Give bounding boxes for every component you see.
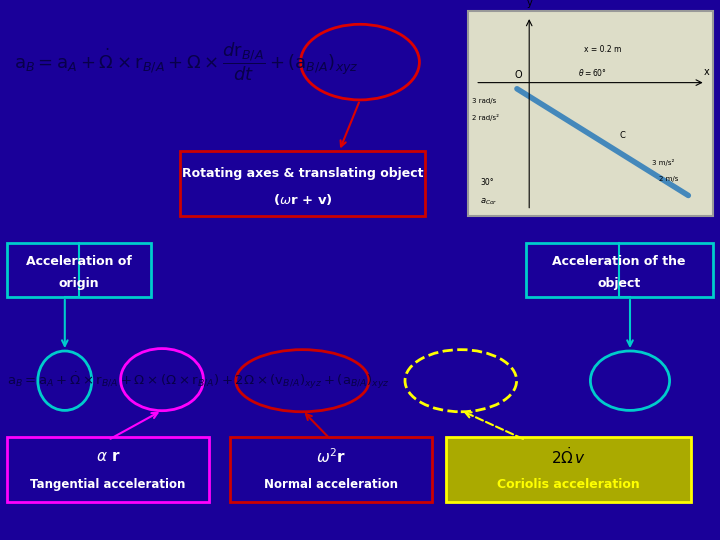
Text: 2 rad/s²: 2 rad/s²: [472, 113, 498, 120]
Text: object: object: [598, 277, 641, 290]
Bar: [180, 151, 425, 216]
Text: 2 m/s: 2 m/s: [659, 176, 678, 182]
Text: $\mathrm{a}_B = \mathrm{a}_A + \dot{\Omega}\times\mathrm{r}_{B/A} + \Omega\times: $\mathrm{a}_B = \mathrm{a}_A + \dot{\Ome…: [14, 41, 359, 83]
Text: Tangential acceleration: Tangential acceleration: [30, 477, 186, 490]
Text: 3 rad/s: 3 rad/s: [472, 98, 496, 104]
Text: $\theta = 60°$: $\theta = 60°$: [578, 68, 607, 78]
Text: $2\dot{\Omega}\,v$: $2\dot{\Omega}\,v$: [552, 447, 586, 467]
Text: origin: origin: [59, 277, 99, 290]
Text: $\omega^2$r: $\omega^2$r: [316, 448, 346, 466]
Text: y: y: [526, 0, 532, 8]
Bar: [526, 243, 713, 297]
Text: Acceleration of the: Acceleration of the: [552, 255, 686, 268]
Bar: [230, 437, 432, 502]
Bar: [468, 11, 713, 216]
Text: 30°: 30°: [480, 178, 494, 187]
Text: O: O: [514, 70, 522, 80]
Text: Acceleration of: Acceleration of: [26, 255, 132, 268]
Text: Rotating axes & translating object: Rotating axes & translating object: [181, 167, 423, 180]
Bar: [7, 437, 209, 502]
Text: $\alpha$ r: $\alpha$ r: [96, 449, 120, 464]
Text: ($\omega$r + v): ($\omega$r + v): [273, 192, 332, 207]
Text: Normal acceleration: Normal acceleration: [264, 477, 398, 490]
Text: x: x: [703, 67, 709, 77]
Text: Coriolis acceleration: Coriolis acceleration: [498, 477, 640, 490]
Text: x = 0.2 m: x = 0.2 m: [584, 45, 621, 54]
Bar: [446, 437, 691, 502]
Text: 3 m/s²: 3 m/s²: [652, 159, 674, 166]
Text: $\mathrm{a}_B = \mathrm{a}_A + \dot{\Omega}\times\mathrm{r}_{B/A} + \Omega\times: $\mathrm{a}_B = \mathrm{a}_A + \dot{\Ome…: [7, 370, 390, 391]
Text: C: C: [620, 131, 626, 140]
Bar: [7, 243, 151, 297]
Text: $a_{Cor}$: $a_{Cor}$: [480, 197, 498, 207]
